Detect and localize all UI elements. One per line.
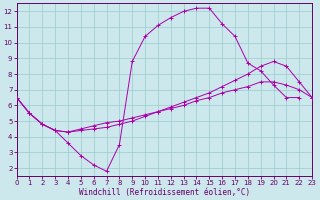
X-axis label: Windchill (Refroidissement éolien,°C): Windchill (Refroidissement éolien,°C) (79, 188, 250, 197)
